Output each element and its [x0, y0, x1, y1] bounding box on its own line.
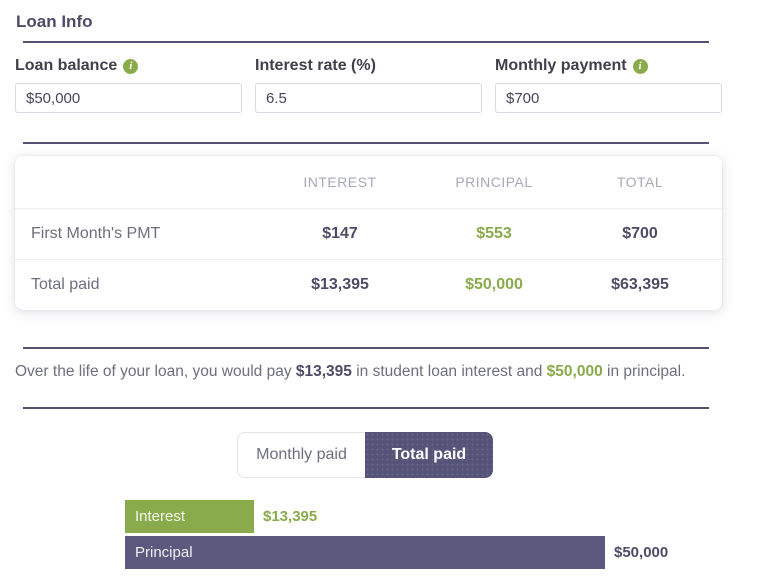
- total-paid-interest: $13,395: [311, 276, 369, 293]
- results-table: INTEREST PRINCIPAL TOTAL First Month's P…: [15, 156, 722, 310]
- loan-balance-input[interactable]: [15, 83, 242, 113]
- row-label: Total paid: [31, 276, 100, 293]
- interest-rate-label: Interest rate (%): [255, 57, 376, 74]
- monthly-paid-tab[interactable]: Monthly paid: [238, 433, 365, 477]
- interest-bar-value: $13,395: [263, 507, 318, 525]
- loan-balance-label: Loan balance: [15, 57, 118, 74]
- page-title: Loan Info: [16, 12, 93, 31]
- paid-view-toggle: Monthly paid Total paid: [237, 431, 493, 478]
- info-icon[interactable]: i: [632, 58, 648, 74]
- total-paid-tab[interactable]: Total paid: [365, 431, 493, 478]
- row-label: First Month's PMT: [31, 225, 161, 242]
- table-header-principal: PRINCIPAL: [455, 174, 533, 190]
- first-month-interest: $147: [322, 225, 358, 242]
- monthly-payment-label: Monthly payment: [495, 57, 627, 74]
- summary-principal-amount: $50,000: [546, 363, 603, 380]
- total-paid-principal: $50,000: [465, 276, 523, 293]
- loan-summary-text: Over the life of your loan, you would pa…: [15, 362, 722, 383]
- summary-interest-amount: $13,395: [295, 363, 352, 380]
- divider: [23, 41, 709, 43]
- divider: [23, 347, 709, 349]
- table-header-interest: INTEREST: [303, 174, 377, 190]
- interest-rate-group: Interest rate (%): [255, 57, 482, 113]
- interest-rate-input[interactable]: [255, 83, 482, 113]
- info-icon[interactable]: i: [123, 58, 139, 74]
- loan-balance-group: Loan balance i: [15, 57, 242, 113]
- table-row: First Month's PMT $147 $553 $700: [15, 208, 722, 259]
- total-paid-total: $63,395: [611, 276, 669, 293]
- loan-inputs-row: Loan balance i Interest rate (%) Monthly…: [15, 57, 722, 113]
- interest-bar-row: Interest $13,395: [125, 499, 722, 533]
- paid-bar-chart: Interest $13,395 Principal $50,000: [125, 499, 722, 569]
- principal-bar: Principal: [125, 535, 605, 569]
- divider: [23, 142, 709, 144]
- interest-bar: Interest: [125, 499, 254, 533]
- first-month-principal: $553: [476, 225, 512, 242]
- summary-middle: in student loan interest and: [351, 363, 547, 380]
- summary-suffix: in principal.: [602, 363, 686, 380]
- table-header-total: TOTAL: [616, 174, 664, 190]
- table-header-row: INTEREST PRINCIPAL TOTAL: [15, 156, 722, 208]
- table-row: Total paid $13,395 $50,000 $63,395: [15, 259, 722, 310]
- summary-prefix: Over the life of your loan, you would pa…: [15, 363, 296, 380]
- first-month-total: $700: [622, 225, 658, 242]
- principal-bar-value: $50,000: [614, 543, 669, 561]
- divider: [23, 406, 709, 409]
- principal-bar-row: Principal $50,000: [125, 535, 722, 569]
- monthly-payment-input[interactable]: [495, 83, 722, 113]
- monthly-payment-group: Monthly payment i: [495, 57, 722, 113]
